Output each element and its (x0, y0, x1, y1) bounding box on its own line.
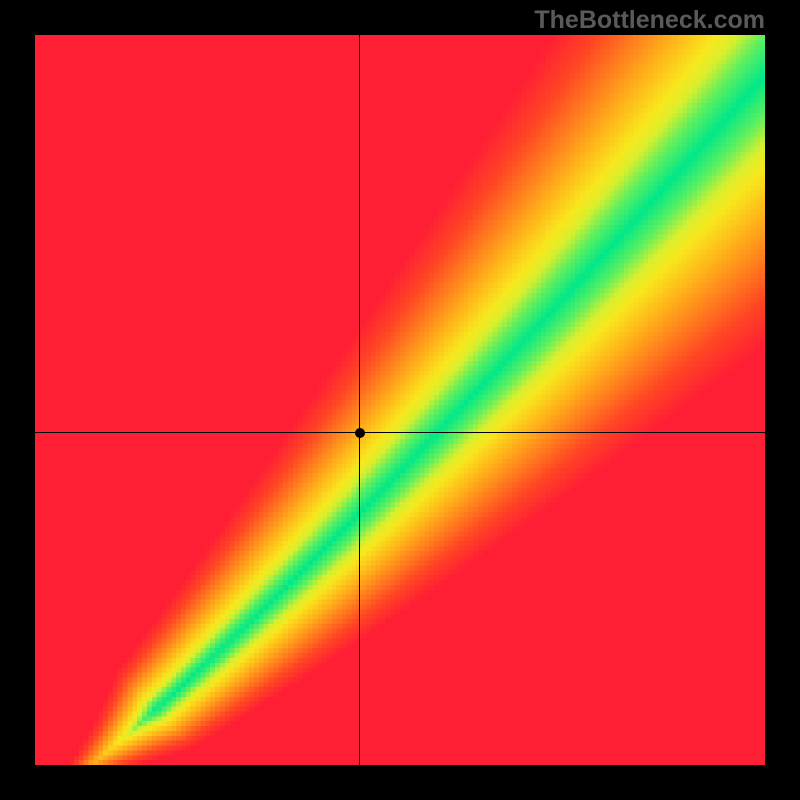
chart-frame: TheBottleneck.com (0, 0, 800, 800)
crosshair-horizontal (35, 432, 765, 433)
heatmap-plot (35, 35, 765, 765)
crosshair-vertical (359, 35, 360, 765)
crosshair-marker[interactable] (355, 428, 365, 438)
heatmap-canvas (35, 35, 765, 765)
watermark-label: TheBottleneck.com (534, 6, 765, 35)
